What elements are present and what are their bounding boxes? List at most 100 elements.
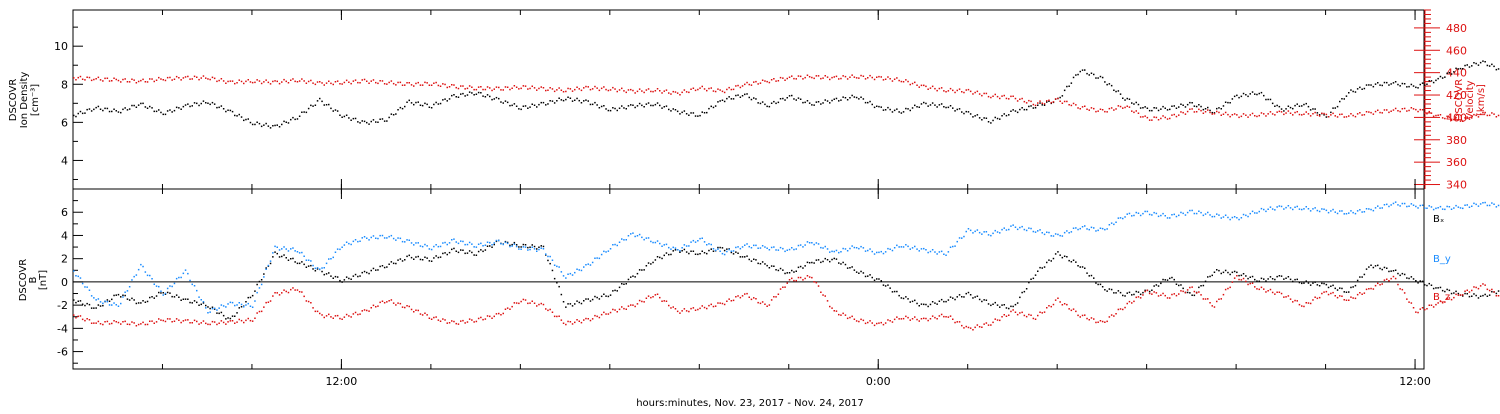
ion-density-point: [493, 98, 495, 100]
by-point: [849, 247, 851, 250]
by-point: [480, 242, 482, 245]
bx-point: [1468, 295, 1471, 298]
by-point: [312, 264, 314, 267]
velocity-point: [243, 82, 245, 85]
by-point: [1363, 211, 1366, 213]
velocity-point: [415, 82, 417, 85]
by-point: [612, 244, 614, 246]
ion-density-point: [808, 102, 811, 104]
by-point: [500, 242, 502, 245]
bz-point: [189, 322, 191, 324]
ion-density-point: [287, 122, 290, 124]
bz-point: [1421, 307, 1424, 309]
ion-density-point: [269, 127, 272, 129]
velocity-point: [659, 90, 661, 92]
ion-density-point: [144, 106, 147, 108]
bx-point: [480, 249, 482, 251]
bz-point: [1361, 293, 1363, 295]
bx-point: [1301, 282, 1303, 285]
by-point: [741, 246, 744, 248]
by-point: [567, 273, 569, 275]
bx-point: [1251, 275, 1254, 278]
bx-point: [1084, 267, 1086, 269]
ion-density-point: [426, 103, 428, 106]
velocity-point: [406, 82, 408, 84]
bx-point: [708, 249, 710, 252]
ion-density-point: [884, 109, 887, 111]
ion-density-point: [1309, 109, 1312, 111]
bx-point: [1379, 267, 1381, 270]
bz-point: [341, 318, 343, 320]
velocity-point: [990, 96, 992, 99]
bz-point: [520, 300, 522, 303]
bz-point: [1482, 283, 1484, 285]
velocity-point: [1171, 114, 1173, 116]
bz-point: [93, 322, 95, 324]
ion-density-point: [312, 105, 314, 107]
bx-point: [766, 264, 768, 267]
by-point: [343, 244, 346, 246]
velocity-point: [1001, 95, 1003, 97]
bz-point: [460, 320, 462, 322]
ion-density-point: [551, 100, 554, 102]
bx-point: [829, 260, 831, 263]
by-point: [1426, 207, 1428, 209]
by-point: [1486, 204, 1489, 207]
bz-point: [1137, 296, 1140, 298]
velocity-point: [301, 78, 303, 80]
ion-density-point: [981, 119, 983, 121]
bz-point: [898, 318, 900, 320]
velocity-point: [1028, 99, 1030, 102]
bz-point: [1046, 307, 1048, 309]
bz-point: [375, 306, 377, 308]
by-point: [1025, 229, 1028, 232]
by-point: [153, 283, 155, 285]
velocity-point: [706, 89, 708, 92]
by-point: [1415, 205, 1417, 208]
ion-density-point: [1043, 104, 1046, 106]
velocity-point: [773, 78, 775, 80]
velocity-point: [952, 89, 954, 92]
bx-point: [656, 256, 659, 258]
ion-density-point: [911, 107, 914, 109]
velocity-point: [961, 91, 963, 93]
by-point: [1166, 217, 1169, 219]
bx-point: [310, 264, 312, 267]
bz-point: [108, 323, 111, 325]
by-point: [1314, 207, 1316, 209]
bz-point: [565, 323, 567, 326]
ion-density-point: [735, 94, 737, 97]
bx-point: [741, 256, 744, 258]
ion-density-point: [900, 112, 903, 114]
ion-density-point: [1298, 105, 1301, 107]
bx-point: [124, 294, 126, 297]
bx-point: [961, 296, 963, 298]
velocity-point: [1099, 108, 1102, 110]
bz-point: [638, 299, 641, 302]
ion-density-point: [1216, 107, 1218, 110]
ion-density-point: [759, 102, 762, 105]
ion-density-point: [1486, 64, 1489, 67]
bx-point: [732, 253, 735, 255]
velocity-point: [146, 81, 149, 83]
by-point: [873, 253, 876, 255]
velocity-point: [180, 79, 182, 81]
ion-density-point: [1191, 102, 1193, 104]
bz-point: [285, 290, 287, 293]
bz-point: [949, 315, 952, 317]
bx-point: [730, 251, 733, 254]
ion-density-point: [90, 110, 93, 112]
velocity-point: [198, 78, 200, 81]
velocity-point: [1343, 116, 1345, 118]
bz-point: [538, 303, 540, 306]
velocity-point: [683, 89, 686, 91]
bz-point: [764, 303, 766, 305]
bx-point: [1374, 265, 1377, 267]
ion-density-point: [140, 102, 142, 105]
bx-point: [455, 250, 457, 252]
velocity-point: [1417, 110, 1419, 113]
bx-point: [321, 270, 323, 273]
velocity-point: [1368, 111, 1370, 113]
by-point: [1097, 229, 1099, 232]
bz-point: [451, 320, 453, 322]
